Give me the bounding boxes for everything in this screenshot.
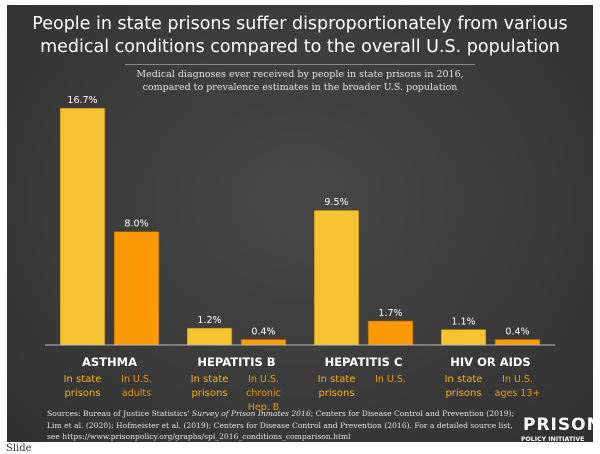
- sublabel-state: In state prisons: [317, 374, 356, 399]
- category-label: ASTHMA: [82, 355, 137, 369]
- title-divider: [125, 64, 475, 65]
- chart-subtitle: Medical diagnoses ever received by peopl…: [7, 68, 593, 94]
- category-label: HIV OR AIDS: [450, 355, 531, 369]
- logo-prison: PRISON: [523, 415, 600, 435]
- sources-rest: ; Centers for Disease Control and Preven…: [47, 409, 515, 441]
- data-label: 9.5%: [324, 197, 348, 208]
- bar-state-1: [186, 327, 233, 346]
- category-label: HEPATITIS C: [324, 355, 403, 369]
- chart-title: People in state prisons suffer dispropor…: [7, 13, 593, 59]
- bar-state-2: [313, 209, 360, 346]
- sublabel-state: In state prisons: [63, 374, 102, 399]
- bar-chart: 16.7% 1.2% 9.5% 1.1% 8.0% 0.4% 1.7% 0.4%: [45, 95, 555, 346]
- sources-prefix: Sources: Bureau of Justice Statistics': [47, 409, 192, 418]
- title-line: medical conditions compared to the overa…: [40, 37, 560, 57]
- data-label: 1.2%: [197, 315, 221, 326]
- sublabel-us: In U.S. chronic Hep. B: [246, 374, 281, 413]
- bar-us-1: [240, 339, 287, 346]
- data-label: 1.7%: [378, 308, 402, 319]
- sublabel-us: In U.S. adults: [121, 374, 152, 399]
- logo-policy-initiative: POLICY INITIATIVE: [521, 436, 585, 443]
- data-label: 16.7%: [67, 95, 97, 106]
- data-label: 1.1%: [451, 316, 475, 327]
- sublabel-us: In U.S. ages 13+: [494, 374, 541, 399]
- data-label: 8.0%: [124, 218, 148, 229]
- title-line: People in state prisons suffer dispropor…: [32, 14, 568, 34]
- bar-us-2: [367, 320, 414, 346]
- caption: Slide: [6, 443, 32, 454]
- sources-note: Sources: Bureau of Justice Statistics' S…: [47, 408, 517, 443]
- bar-us-0: [113, 231, 160, 346]
- subtitle-line: Medical diagnoses ever received by peopl…: [136, 69, 464, 80]
- data-label: 0.4%: [505, 326, 529, 337]
- sublabel-state: In state prisons: [444, 374, 483, 399]
- bar-state-0: [59, 107, 106, 346]
- sources-survey-title: Survey of Prison Inmates 2016: [191, 409, 311, 418]
- sublabel-state: In state prisons: [190, 374, 229, 399]
- bar-us-3: [494, 339, 541, 346]
- subtitle-line: compared to prevalence estimates in the …: [142, 82, 458, 93]
- chart-panel: People in state prisons suffer dispropor…: [7, 5, 600, 443]
- sublabel-us: In U.S.: [375, 374, 406, 385]
- bar-state-3: [440, 329, 487, 346]
- category-label: HEPATITIS B: [197, 355, 276, 369]
- data-label: 0.4%: [251, 326, 275, 337]
